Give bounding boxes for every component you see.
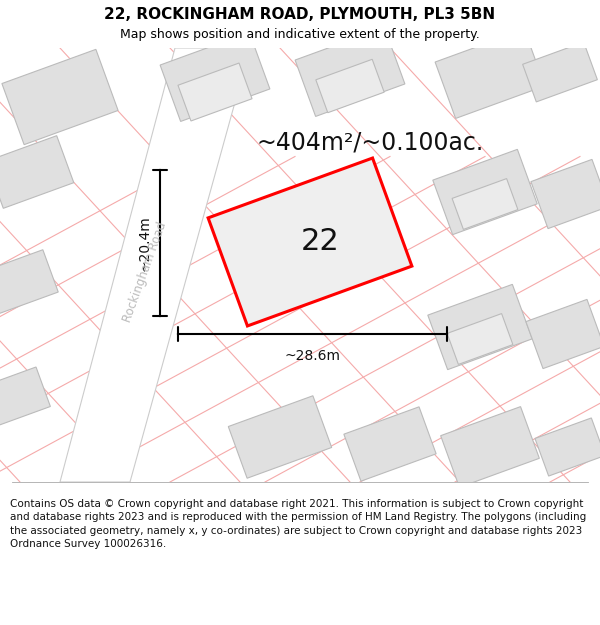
Text: 22, ROCKINGHAM ROAD, PLYMOUTH, PL3 5BN: 22, ROCKINGHAM ROAD, PLYMOUTH, PL3 5BN: [104, 7, 496, 22]
Polygon shape: [452, 179, 518, 229]
Text: Contains OS data © Crown copyright and database right 2021. This information is : Contains OS data © Crown copyright and d…: [10, 499, 586, 549]
Polygon shape: [447, 314, 513, 364]
Polygon shape: [344, 407, 436, 481]
Polygon shape: [535, 418, 600, 476]
Polygon shape: [160, 32, 270, 121]
Text: ~20.4m: ~20.4m: [138, 215, 152, 271]
Polygon shape: [178, 63, 252, 121]
Polygon shape: [523, 42, 598, 102]
Polygon shape: [208, 158, 412, 326]
Text: 22: 22: [301, 228, 340, 256]
Polygon shape: [435, 29, 545, 118]
Polygon shape: [526, 299, 600, 369]
Polygon shape: [428, 284, 532, 369]
Polygon shape: [295, 28, 405, 116]
Polygon shape: [316, 59, 384, 112]
Polygon shape: [531, 159, 600, 229]
Text: Map shows position and indicative extent of the property.: Map shows position and indicative extent…: [120, 28, 480, 41]
Polygon shape: [440, 407, 539, 488]
Polygon shape: [229, 396, 332, 478]
Polygon shape: [60, 48, 250, 482]
Polygon shape: [433, 149, 537, 234]
Text: Rockingham Road: Rockingham Road: [121, 220, 169, 324]
Polygon shape: [0, 367, 50, 427]
Polygon shape: [0, 136, 74, 208]
Text: ~404m²/~0.100ac.: ~404m²/~0.100ac.: [256, 130, 484, 154]
Polygon shape: [2, 49, 118, 144]
Polygon shape: [0, 250, 58, 314]
Text: ~28.6m: ~28.6m: [284, 349, 341, 363]
